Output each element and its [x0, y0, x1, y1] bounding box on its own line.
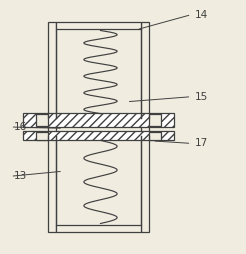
Text: 16: 16: [14, 122, 27, 132]
Text: 14: 14: [195, 10, 208, 20]
Bar: [56, 22, 141, 29]
Bar: [48, 22, 56, 118]
Text: 13: 13: [14, 171, 27, 181]
Bar: [141, 136, 149, 232]
Text: 15: 15: [195, 92, 208, 102]
Bar: [141, 22, 149, 118]
Bar: [23, 131, 174, 140]
Bar: [56, 225, 141, 232]
Text: 17: 17: [195, 138, 208, 148]
Bar: [149, 132, 161, 140]
Bar: [149, 114, 161, 126]
Bar: [36, 114, 48, 126]
Bar: [36, 132, 48, 140]
Bar: [23, 113, 174, 127]
Bar: [48, 136, 56, 232]
